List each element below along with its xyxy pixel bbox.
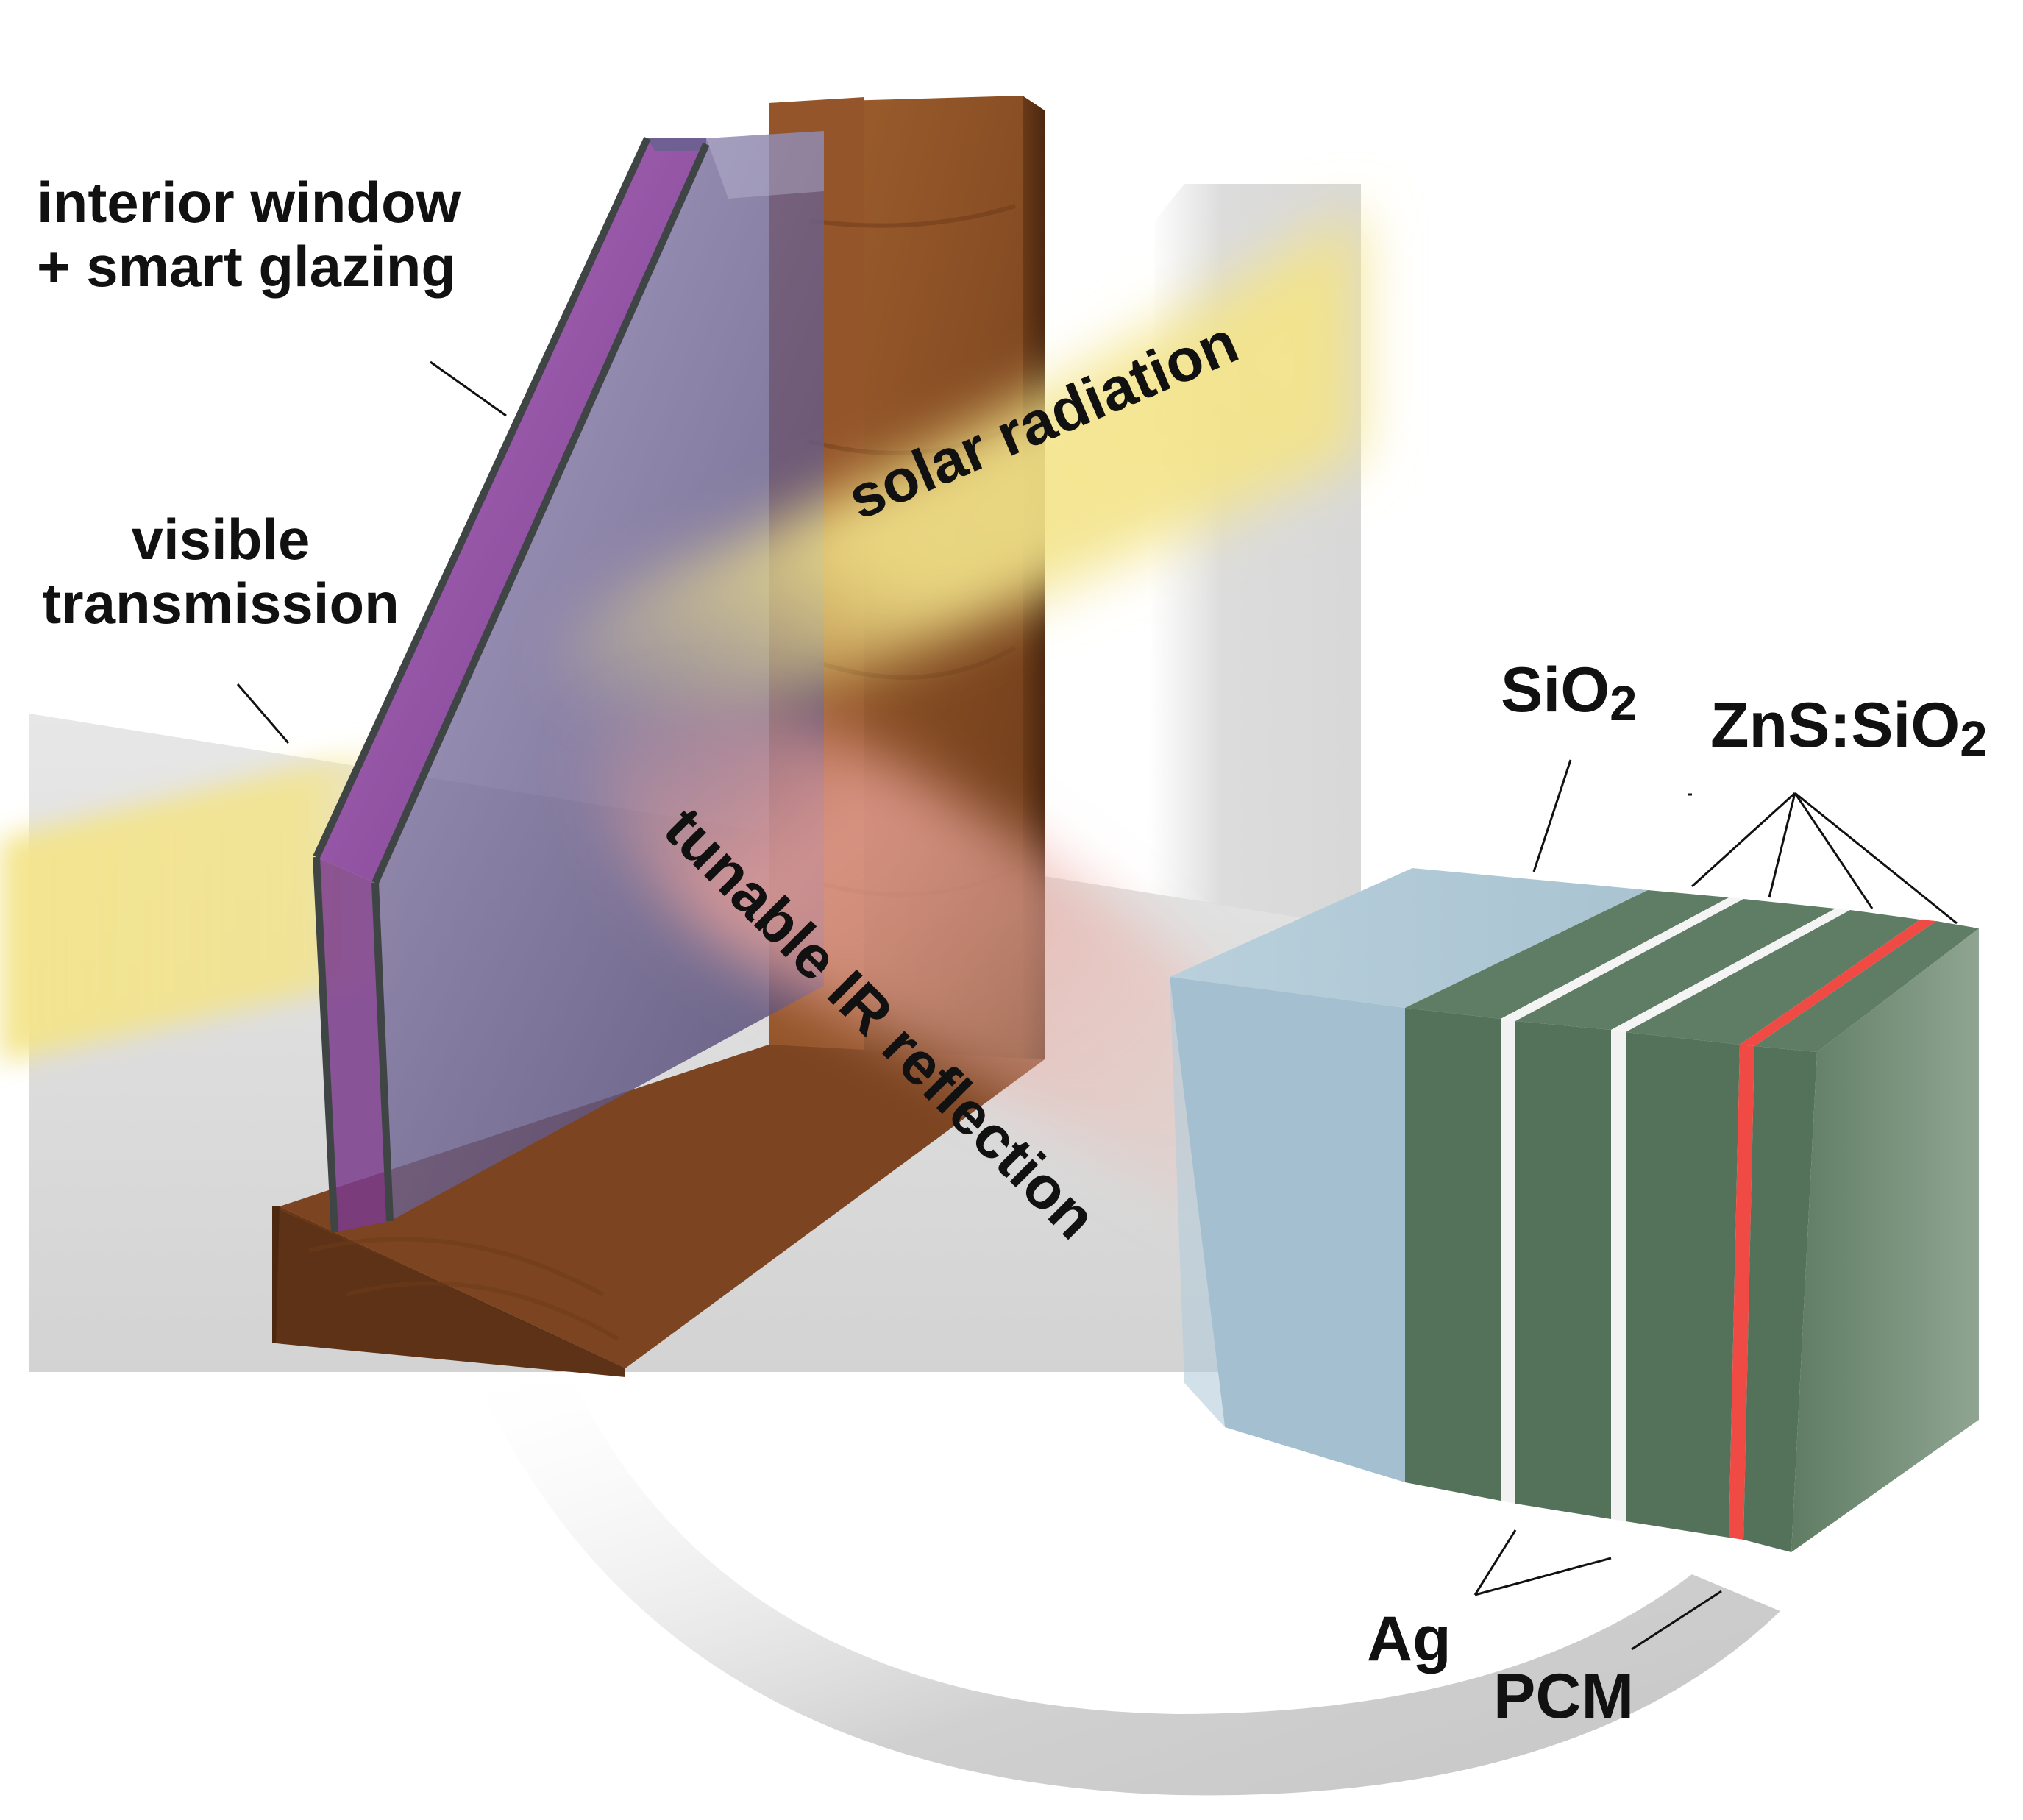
zns-layer-2 (1515, 1021, 1611, 1519)
solar-radiation-beam (559, 206, 1361, 717)
leader-visible-transmission (236, 683, 290, 744)
zns-layer-2-top (1515, 899, 1835, 1030)
label-sio2-base: SiO (1501, 655, 1610, 725)
block-right-face (1791, 928, 1979, 1552)
leader-zns-to-layer3 (1793, 792, 1874, 909)
leader-interior-window (430, 360, 507, 417)
ag-layer-2 (1611, 1030, 1626, 1521)
multilayer-stack (1170, 868, 1979, 1552)
leader-ag-2 (1474, 1557, 1612, 1596)
zns-layer-1 (1405, 1008, 1501, 1501)
ag-layer-1 (1501, 1019, 1515, 1504)
leader-sio2 (1532, 759, 1572, 872)
label-sio2: SiO2 (1501, 655, 1637, 731)
label-visible-line1: visible (131, 507, 310, 572)
visible-transmission-beam (0, 747, 383, 1063)
smart-coating-layer (316, 138, 706, 883)
shadow-arc (478, 1383, 1780, 1796)
label-visible-transmission: visible transmission (22, 507, 419, 636)
label-interior-window-line2: + smart glazing (37, 234, 456, 299)
ir-reflection-beam (589, 702, 1243, 1236)
zns-layer-3-top (1626, 910, 1920, 1045)
leader-lines (236, 360, 1958, 1651)
label-pcm: PCM (1493, 1661, 1635, 1732)
zns-layer-3 (1626, 1032, 1740, 1538)
label-sio2-subscript: 2 (1610, 676, 1638, 732)
leader-zns-to-layer2 (1768, 792, 1796, 898)
label-visible-line2: transmission (42, 571, 399, 636)
zns-layer-4-top (1754, 921, 1979, 1052)
leader-pcm (1631, 1590, 1722, 1651)
sio2-block-front (1170, 977, 1405, 1482)
zns-layer-4 (1743, 1046, 1817, 1552)
label-zns-base: ZnS:SiO (1710, 690, 1960, 761)
pcm-layer (1729, 1045, 1754, 1540)
label-ag: Ag (1367, 1604, 1451, 1674)
label-interior-window-line1: interior window (37, 170, 461, 235)
leader-zns-to-layer4 (1794, 792, 1958, 925)
label-interior-window: interior window + smart glazing (37, 170, 461, 299)
label-zns-subscript: 2 (1960, 711, 1988, 767)
leader-ag-1 (1473, 1529, 1517, 1596)
zns-layer-1-top (1405, 890, 1729, 1019)
sio2-block-top (1170, 868, 1648, 1008)
label-zns-sio2: ZnS:SiO2 (1710, 690, 1988, 767)
inner-glass-pane (647, 138, 706, 151)
leader-zns-to-layer1 (1690, 792, 1796, 888)
